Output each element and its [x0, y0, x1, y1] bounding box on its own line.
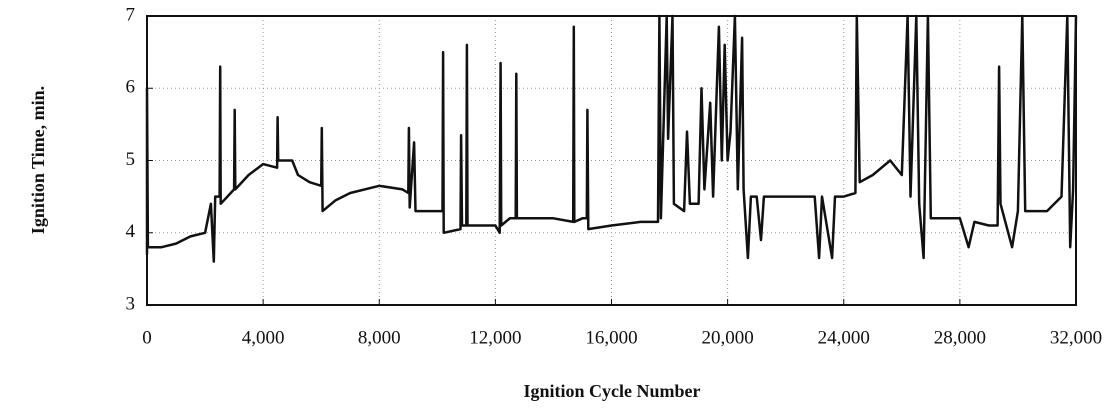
y-tick-label: 6: [126, 77, 136, 98]
x-tick-label: 32,000: [1050, 327, 1102, 348]
y-tick-label: 4: [126, 221, 136, 242]
x-tick-label: 20,000: [702, 327, 754, 348]
x-tick-label: 4,000: [242, 327, 285, 348]
y-tick-label: 3: [126, 293, 136, 314]
y-axis-label: Ignition Time, min.: [28, 86, 48, 234]
x-axis-label: Ignition Cycle Number: [524, 381, 701, 401]
x-tick-label: 0: [142, 327, 152, 348]
y-tick-label: 5: [126, 149, 136, 170]
x-tick-label: 24,000: [818, 327, 870, 348]
x-tick-label: 16,000: [585, 327, 637, 348]
x-tick-label: 12,000: [469, 327, 521, 348]
x-tick-label: 28,000: [934, 327, 986, 348]
data-line: [145, 14, 1078, 263]
y-tick-label: 7: [126, 4, 136, 25]
x-tick-label: 8,000: [358, 327, 401, 348]
